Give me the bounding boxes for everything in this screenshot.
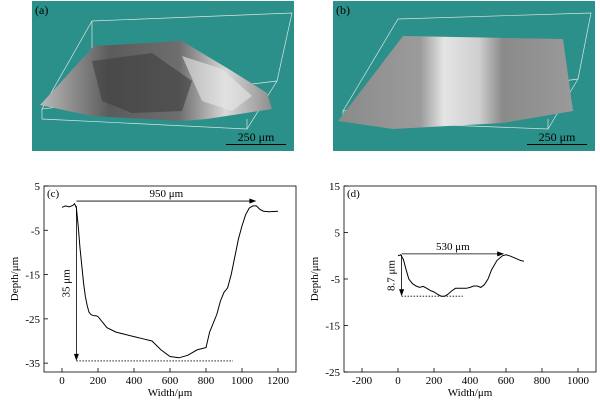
chart-c-y-tick-label: -15 [25, 270, 40, 282]
chart-d-y-tick-label: -5 [331, 274, 341, 286]
chart-d-y-axis-label: Depth/μm [309, 256, 321, 301]
chart-c-y-tick-label: 5 [35, 181, 41, 193]
chart-d-panel-label: (d) [347, 188, 360, 200]
chart-d-width-arrow-head [497, 251, 505, 257]
chart-c-y-tick-label: -5 [31, 225, 41, 237]
chart-c-y-tick-label: -35 [25, 358, 40, 370]
chart-c-x-tick-label: 200 [90, 375, 107, 387]
chart-d-profile-line [397, 254, 525, 297]
surface-scan-a: (a) 250 μm [32, 1, 294, 151]
chart-c-x-tick-label: 400 [126, 375, 143, 387]
scale-bar-a: 250 μm [226, 131, 286, 145]
chart-c-y-axis-label: Depth/μm [9, 256, 21, 301]
chart-c-x-axis-label: Width/μm [148, 387, 193, 399]
scale-bar-b-label: 250 μm [538, 130, 576, 144]
chart-c-width-arrow-head [249, 198, 257, 204]
chart-d-y-tick-label: 15 [329, 181, 341, 193]
chart-c-plot-frame [43, 185, 297, 373]
chart-c-depth-annotation: 35 μm [60, 269, 72, 298]
chart-c-x-tick-label: 800 [198, 375, 215, 387]
chart-c-depth-arrow-head [73, 353, 79, 361]
chart-c-x-tick-label: 1200 [267, 375, 290, 387]
surface-scan-b: (b) 250 μm [333, 1, 595, 151]
chart-c-y-tick-label: -25 [25, 314, 40, 326]
surface-scan-a-graphic [40, 12, 293, 130]
chart-c-panel-label: (c) [47, 188, 60, 200]
chart-d-x-tick-label: 0 [395, 375, 401, 387]
chart-c-width-annotation: 950 μm [150, 188, 184, 200]
chart-d-x-tick-label: 600 [498, 375, 515, 387]
chart-d-x-tick-label: 400 [462, 375, 479, 387]
chart-c-x-tick-label: 1000 [231, 375, 254, 387]
chart-d-x-tick-label: 1000 [567, 375, 590, 387]
chart-d-depth-annotation: 8.7 μm [386, 260, 398, 291]
panel-label-a: (a) [35, 3, 49, 17]
panel-label-b: (b) [336, 3, 350, 17]
chart-d-x-tick-label: -200 [352, 375, 373, 387]
surface-scan-b-graphic [338, 12, 592, 130]
chart-c-x-tick-label: 600 [162, 375, 179, 387]
chart-d-x-tick-label: 200 [426, 375, 443, 387]
chart-d-x-tick-label: 800 [534, 375, 551, 387]
chart-d-width-annotation: 530 μm [436, 241, 470, 253]
chart-d-depth-arrow-head [399, 289, 405, 297]
chart-d-x-axis-label: Width/μm [448, 387, 493, 399]
scale-bar-b-line [527, 144, 587, 145]
scale-bar-b: 250 μm [527, 131, 587, 145]
scale-bar-a-line [226, 144, 286, 145]
chart-d-plot-frame [343, 185, 597, 373]
chart-c-profile-line [61, 202, 279, 359]
chart-d-y-tick-label: -25 [325, 367, 340, 379]
chart-d-y-tick-label: -15 [325, 321, 340, 333]
chart-d-y-tick-label: 5 [335, 228, 341, 240]
chart-c-x-tick-label: 0 [59, 375, 65, 387]
scale-bar-a-label: 250 μm [237, 130, 275, 144]
